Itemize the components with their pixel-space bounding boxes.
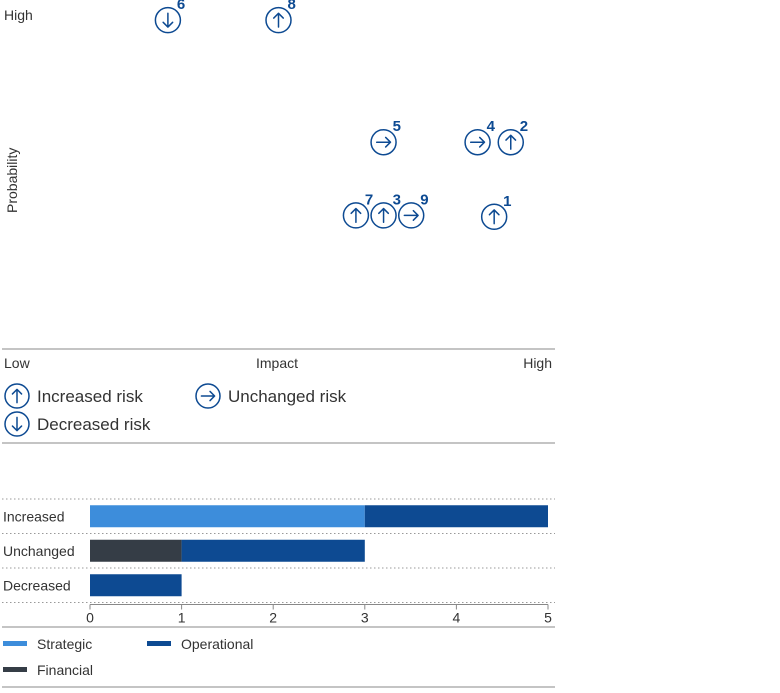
trend-legend: Increased risk Unchanged risk Decreased ri… — [4, 383, 347, 437]
tick-label: 4 — [453, 610, 461, 626]
risk-point-icon — [370, 128, 397, 156]
legend-unchanged-risk: Unchanged risk — [195, 383, 347, 409]
risk-point-icon — [154, 6, 182, 34]
x-axis-low-label: Low — [4, 355, 31, 371]
legend-label: Operational — [181, 636, 253, 652]
risk-point-label: 3 — [393, 191, 401, 208]
risk-point-label: 9 — [420, 191, 428, 208]
legend-operational: Operational — [147, 636, 253, 652]
risk-point-icon — [342, 202, 370, 229]
bar-operational-unchanged — [181, 539, 365, 562]
bar-financial-unchanged — [90, 539, 182, 562]
risk-point-label: 8 — [288, 0, 296, 13]
y-axis-high-label: High — [4, 7, 33, 23]
risk-point-8: 8 — [265, 0, 296, 34]
risk-point-icon — [370, 202, 397, 229]
risk-point-4: 4 — [464, 118, 496, 156]
risk-point-label: 4 — [487, 118, 496, 135]
tick-label: 3 — [361, 610, 369, 626]
risk-point-6: 6 — [154, 0, 185, 34]
bar-chart: Increased Unchanged Decreased 0 1 2 3 4 5 Strateg… — [2, 498, 555, 688]
legend-swatch — [3, 667, 27, 672]
tick-label: 5 — [544, 610, 552, 626]
risk-point-label: 2 — [520, 118, 528, 135]
increased-risk-icon — [4, 383, 30, 409]
legend-label: Unchanged risk — [228, 387, 347, 406]
x-axis-label: Impact — [256, 355, 298, 371]
risk-point-label: 5 — [393, 118, 401, 135]
bar-operational-increased — [364, 505, 548, 528]
y-axis-label: Probability — [4, 148, 20, 213]
risk-map: High Probability 1 2 3 4 5 6 7 8 9 Low Impact Hi… — [2, 0, 555, 371]
legend-increased-risk: Increased risk — [4, 383, 143, 409]
bar-operational-decreased — [90, 574, 182, 597]
risk-point-icon — [397, 202, 425, 229]
category-label: Decreased — [3, 577, 71, 593]
legend-decreased-risk: Decreased risk — [4, 411, 151, 437]
legend-swatch — [3, 641, 27, 646]
legend-label: Strategic — [37, 636, 92, 652]
risk-point-label: 7 — [365, 191, 373, 208]
risk-point-5: 5 — [370, 118, 401, 156]
risk-point-icon — [497, 128, 525, 156]
bar-strategic-increased — [90, 505, 365, 528]
risk-point-icon — [480, 203, 508, 231]
risk-point-label: 1 — [503, 193, 511, 210]
legend-label: Decreased risk — [37, 415, 151, 434]
risk-point-9: 9 — [397, 191, 429, 229]
risk-point-7: 7 — [342, 191, 373, 229]
risk-point-2: 2 — [497, 118, 528, 156]
risk-point-label: 6 — [177, 0, 185, 13]
x-axis-high-label: High — [523, 355, 552, 371]
tick-label: 2 — [269, 610, 277, 626]
risk-point-3: 3 — [370, 191, 401, 229]
legend-label: Financial — [37, 662, 93, 678]
legend-financial: Financial — [3, 662, 93, 678]
risk-point-icon — [265, 6, 292, 34]
legend-strategic: Strategic — [3, 636, 92, 652]
category-label: Increased — [3, 508, 64, 524]
risk-point-1: 1 — [480, 193, 512, 231]
decreased-risk-icon — [4, 411, 30, 437]
legend-swatch — [147, 641, 171, 646]
unchanged-risk-icon — [195, 383, 221, 409]
tick-label: 0 — [86, 610, 94, 626]
risk-point-icon — [464, 128, 491, 156]
risk-points: 1 2 3 4 5 6 7 8 9 — [154, 0, 528, 231]
tick-label: 1 — [178, 610, 186, 626]
category-label: Unchanged — [3, 543, 75, 559]
legend-label: Increased risk — [37, 387, 143, 406]
